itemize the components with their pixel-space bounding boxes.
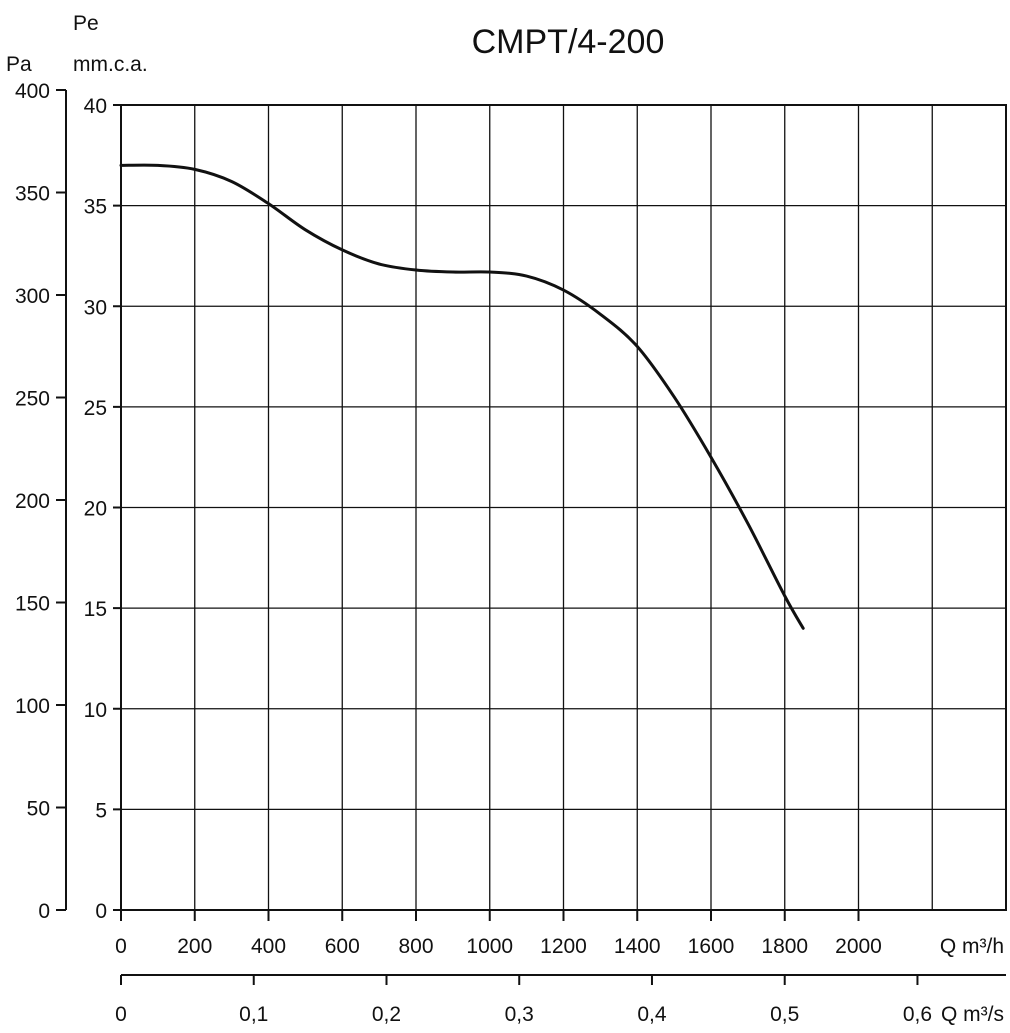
tick-label-mmca: 40 [84, 95, 107, 118]
tick-label-mmca: 0 [95, 900, 107, 923]
tick-label-mmca: 10 [84, 699, 107, 722]
tick-label-pa: 0 [38, 900, 50, 923]
fan-curve-line [119, 163, 805, 630]
tick-label-m3s: 0,1 [239, 1003, 268, 1026]
plot-layer: 0510152025303540050100150200250300350400… [15, 80, 1007, 1026]
tick-label-m3h: 600 [325, 935, 360, 958]
tick-label-pa: 300 [15, 285, 50, 308]
tick-label-mmca: 5 [95, 799, 107, 822]
tick-label-pa: 250 [15, 388, 50, 411]
tick-label-m3h: 1200 [540, 935, 587, 958]
tick-label-m3h: 400 [251, 935, 286, 958]
tick-label-pa: 400 [15, 80, 50, 103]
tick-label-m3s: 0,2 [372, 1003, 401, 1026]
y-axis-label-pa: Pa [6, 53, 32, 76]
tick-label-m3h: 1000 [466, 935, 513, 958]
tick-label-pa: 350 [15, 183, 50, 206]
chart-title: CMPT/4-200 [472, 23, 665, 61]
tick-label-pa: 50 [27, 798, 50, 821]
tick-label-m3s: 0 [115, 1003, 127, 1026]
y-axis-label-pe: Pe [73, 12, 99, 35]
tick-label-pa: 200 [15, 490, 50, 513]
tick-label-pa: 150 [15, 593, 50, 616]
tick-label-m3h: 1800 [761, 935, 808, 958]
tick-label-m3h: 1600 [688, 935, 735, 958]
x-axis-label-m3h: Q m³/h [940, 935, 1004, 958]
tick-label-mmca: 15 [84, 598, 107, 621]
tick-label-m3s: 0,5 [770, 1003, 799, 1026]
tick-label-m3s: 0,6 [903, 1003, 932, 1026]
tick-label-m3h: 1400 [614, 935, 661, 958]
tick-label-pa: 100 [15, 695, 50, 718]
tick-label-m3s: 0,4 [637, 1003, 667, 1026]
tick-label-m3h: 800 [398, 935, 433, 958]
tick-label-mmca: 35 [84, 196, 107, 219]
tick-label-m3h: 0 [115, 935, 127, 958]
tick-label-m3s: 0,3 [505, 1003, 534, 1026]
x-axis-label-m3s: Q m³/s [941, 1003, 1004, 1026]
y-axis-label-mmca: mm.c.a. [73, 53, 148, 76]
tick-label-mmca: 20 [84, 498, 107, 521]
tick-label-m3h: 2000 [835, 935, 882, 958]
tick-label-mmca: 30 [84, 296, 107, 319]
tick-label-mmca: 25 [84, 397, 107, 420]
tick-label-m3h: 200 [177, 935, 212, 958]
